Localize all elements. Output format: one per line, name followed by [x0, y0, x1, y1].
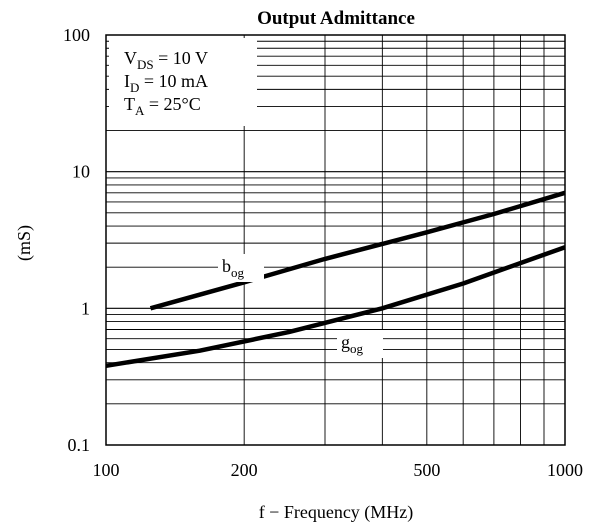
series-line-gog	[105, 245, 566, 369]
y-tick-label: 10	[72, 162, 90, 182]
series-lines	[105, 190, 566, 369]
grid-lines	[106, 35, 565, 445]
conditions-bg	[109, 38, 257, 126]
series-line-bog	[149, 190, 566, 311]
series-label-bg	[218, 254, 264, 282]
plot-frame	[105, 34, 566, 446]
x-tick-label: 100	[93, 460, 120, 480]
condition-line: VDS = 10 V	[124, 48, 208, 72]
condition-line: ID = 10 mA	[124, 71, 208, 95]
y-tick-label: 1	[81, 298, 90, 318]
chart-title: Output Admittance	[257, 8, 415, 29]
y-tick-label: 0.1	[68, 435, 91, 455]
x-tick-label: 1000	[547, 460, 583, 480]
tick-labels: 100 200 500 1000 0.1 1 10 100	[63, 25, 583, 480]
series-labels: bog gog	[218, 254, 383, 358]
y-tick-label: 100	[63, 25, 90, 45]
y-axis-label: (mS)	[14, 225, 35, 261]
x-tick-label: 200	[231, 460, 258, 480]
x-axis-label: f − Frequency (MHz)	[259, 502, 414, 523]
series-label-gog: gog	[341, 332, 364, 356]
x-tick-label: 500	[413, 460, 440, 480]
condition-line: TA = 25°C	[124, 94, 201, 118]
series-label-bg	[337, 330, 383, 358]
series-label-bog: bog	[222, 256, 245, 280]
